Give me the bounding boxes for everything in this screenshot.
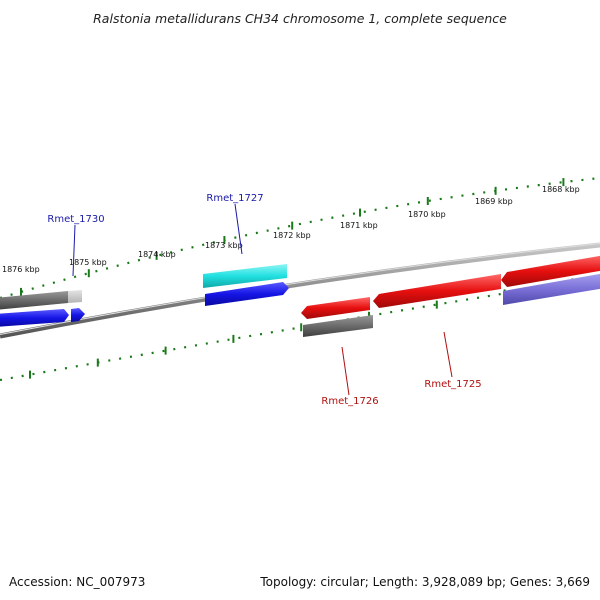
- upper-tick-dots: [0, 176, 600, 300]
- gene-label-rmet-1727[interactable]: Rmet_1727: [206, 193, 263, 204]
- gene-blue-mid[interactable]: [205, 282, 289, 306]
- gene-label-rmet-1726[interactable]: Rmet_1726: [321, 396, 378, 407]
- backbone-arc: [0, 242, 600, 339]
- scale-label-1870: 1870 kbp: [408, 210, 446, 219]
- genome-summary-text: Topology: circular; Length: 3,928,089 bp…: [259, 575, 590, 589]
- scale-label-1868: 1868 kbp: [542, 185, 580, 194]
- leader-rmet-1727: [234, 203, 243, 255]
- leader-rmet-1726: [341, 346, 350, 396]
- scale-labels: 1876 kbp 1875 kbp 1874 kbp 1873 kbp 1872…: [2, 185, 580, 274]
- scale-label-1869: 1869 kbp: [475, 197, 513, 206]
- map-title: Ralstonia metallidurans CH34 chromosome …: [93, 11, 507, 26]
- leader-rmet-1730: [72, 224, 76, 277]
- gene-features-plus: [0, 264, 289, 327]
- gene-label-leaders: [72, 203, 453, 396]
- gene-blue-left[interactable]: [0, 309, 69, 327]
- scale-label-1875: 1875 kbp: [69, 258, 107, 267]
- scale-label-1876: 1876 kbp: [2, 265, 40, 274]
- gene-features-minus: [301, 255, 600, 337]
- gene-rmet-1726[interactable]: [303, 315, 373, 337]
- major-ticks-lower: [29, 278, 574, 379]
- accession-text: Accession: NC_007973: [9, 575, 145, 589]
- gene-rmet-1727[interactable]: [203, 264, 287, 288]
- gene-red-right[interactable]: [501, 255, 600, 287]
- scale-label-1874: 1874 kbp: [138, 250, 176, 259]
- gene-lavender-right[interactable]: [503, 273, 600, 305]
- genome-backbone: [0, 242, 600, 339]
- backbone-highlight: [0, 243, 600, 335]
- scale-track-upper: [0, 176, 600, 300]
- gene-rmet-1730[interactable]: [71, 308, 85, 322]
- gene-lightgray-left[interactable]: [68, 290, 82, 303]
- major-ticks-upper: [20, 178, 565, 296]
- scale-label-1873: 1873 kbp: [205, 241, 243, 250]
- gene-rmet-1726-red[interactable]: [301, 297, 370, 319]
- gene-rmet-1725[interactable]: [373, 274, 501, 308]
- gene-labels: Rmet_1730 Rmet_1727 Rmet_1726 Rmet_1725: [47, 193, 481, 407]
- gene-gray-left[interactable]: [0, 291, 68, 310]
- gene-label-rmet-1730[interactable]: Rmet_1730: [47, 214, 104, 225]
- leader-rmet-1725: [443, 331, 453, 378]
- scale-label-1871: 1871 kbp: [340, 221, 378, 230]
- gene-label-rmet-1725[interactable]: Rmet_1725: [424, 379, 481, 390]
- scale-label-1872: 1872 kbp: [273, 231, 311, 240]
